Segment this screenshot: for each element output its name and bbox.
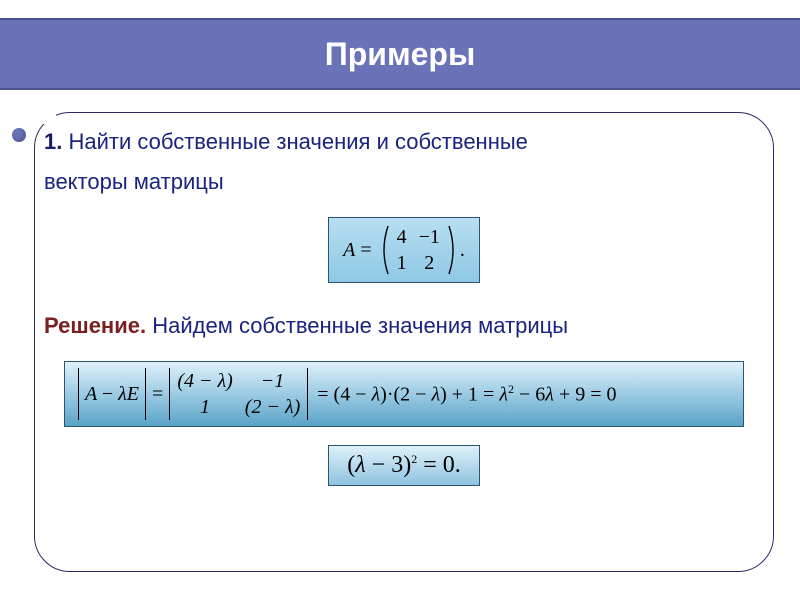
matrix-col-1: 4 1 [391,224,413,276]
bullet-icon [12,128,26,142]
matrix-definition: A = 4 1 −1 2 . [44,217,764,283]
result-box: (λ − 3)2 = 0. [328,445,479,486]
char-lhs-inner: A − λE [80,383,144,406]
matrix-A-box: A = 4 1 −1 2 . [328,217,480,283]
matrix-trailing: . [460,239,465,262]
det-col-2: −1 (2 − λ) [239,368,306,420]
solution-text: Найдем собственные значения матрицы [152,313,568,338]
det-right-icon [306,368,309,420]
result-row: (λ − 3)2 = 0. [44,445,764,486]
paren-right-icon [448,225,458,275]
slide-header: Примеры [0,18,800,90]
content-area: 1. Найти собственные значения и собствен… [44,122,764,486]
slide-title: Примеры [325,36,476,73]
problem-text-2: векторы матрицы [44,169,224,194]
matrix-lhs: A = [343,239,377,262]
solution-label: Решение. [44,313,146,338]
paren-left-icon [379,225,389,275]
matrix-col-2: −1 2 [413,224,446,276]
frame-notch [30,98,56,124]
characteristic-equation-row: A − λE = (4 − λ) 1 −1 (2 − λ) = (4 − λ)·… [44,361,764,427]
characteristic-equation-box: A − λE = (4 − λ) 1 −1 (2 − λ) = (4 − λ)·… [64,361,744,427]
problem-text-1: Найти собственные значения и собственные [68,129,527,154]
char-rhs: = (4 − λ)·(2 − λ) + 1 = λ2 − 6λ + 9 = 0 [317,382,616,407]
det-col-1: (4 − λ) 1 [171,368,238,420]
problem-statement: 1. Найти собственные значения и собствен… [44,122,764,201]
problem-number: 1. [44,129,62,154]
solution-line: Решение. Найдем собственные значения мат… [44,313,764,339]
